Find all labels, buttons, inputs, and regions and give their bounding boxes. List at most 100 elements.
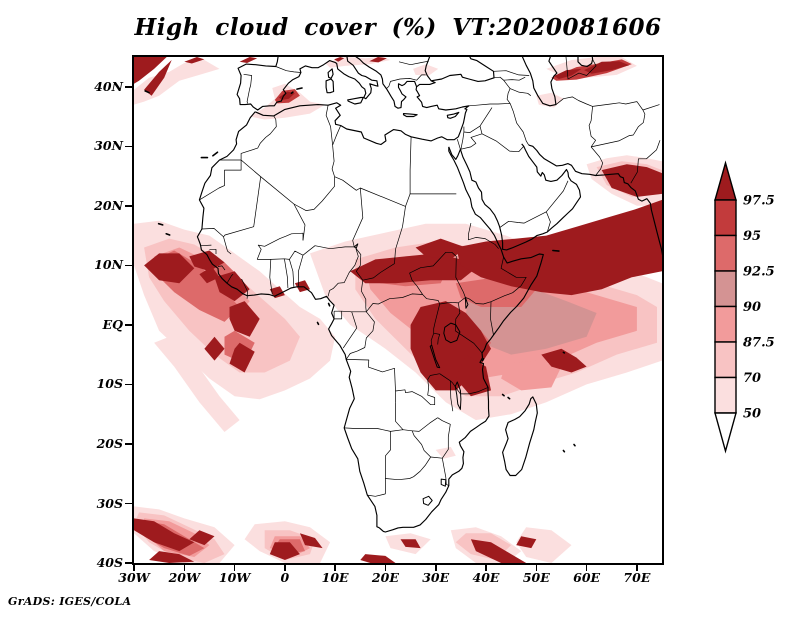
country-border xyxy=(468,223,499,249)
coastline xyxy=(577,57,594,68)
country-border xyxy=(256,232,304,260)
lon-tick-label: 10W xyxy=(218,570,251,585)
country-border xyxy=(275,66,301,73)
colorbar-band xyxy=(714,199,737,237)
coastline xyxy=(196,111,544,533)
country-border xyxy=(395,373,440,406)
lake-outline xyxy=(422,495,433,506)
lat-tick-label: 20S xyxy=(96,435,123,451)
island-outline xyxy=(327,68,334,79)
country-border xyxy=(454,302,461,331)
lon-tick-mark xyxy=(334,565,336,571)
country-border xyxy=(455,330,483,354)
country-border xyxy=(293,203,306,241)
small-island-mark xyxy=(212,151,219,157)
country-border xyxy=(333,311,343,320)
colorbar-tick-label: 50 xyxy=(743,407,761,422)
cloud-region-level-7 xyxy=(601,164,662,197)
coastline xyxy=(459,143,582,251)
country-border xyxy=(360,280,367,312)
country-border xyxy=(342,311,358,349)
country-border xyxy=(386,74,426,89)
small-island-mark xyxy=(290,91,294,95)
colorbar-tick-label: 92.5 xyxy=(743,265,775,280)
coastline xyxy=(424,57,432,82)
lake-outline xyxy=(429,344,441,369)
cloud-region-level-7 xyxy=(334,57,345,62)
country-border xyxy=(223,236,232,255)
cloud-region-level-7 xyxy=(350,253,476,284)
small-island-mark xyxy=(327,302,331,307)
cloud-region-level-7 xyxy=(269,286,285,299)
lon-tick-label: 40E xyxy=(472,570,500,585)
lon-tick-mark xyxy=(233,565,236,571)
country-border xyxy=(503,76,526,81)
country-border xyxy=(355,247,364,281)
country-border xyxy=(465,297,492,305)
cloud-region-level-7 xyxy=(415,238,466,260)
country-border xyxy=(405,193,411,207)
country-border xyxy=(344,427,413,432)
country-border xyxy=(463,107,493,133)
country-border xyxy=(352,187,364,247)
cloud-region-level-7 xyxy=(369,57,387,63)
lat-tick-mark xyxy=(125,502,132,505)
lat-tick-mark xyxy=(125,145,132,147)
country-border xyxy=(334,176,406,207)
lat-tick-mark xyxy=(125,264,132,267)
colorbar-bottom-arrow xyxy=(714,412,737,454)
lon-tick-mark xyxy=(636,565,638,571)
small-island-mark xyxy=(562,449,566,453)
cloud-region-level-7 xyxy=(214,271,250,302)
lon-tick-mark xyxy=(133,565,135,571)
cloud-region-level-1 xyxy=(516,527,572,563)
map-frame xyxy=(132,55,664,565)
lake-outline xyxy=(440,478,447,487)
country-border xyxy=(241,278,248,299)
country-border xyxy=(398,60,429,66)
plot-title: High cloud cover (%) VT:2020081606 xyxy=(134,14,662,41)
colorbar-legend: 97.5 95 92.5 90 87.5 70 50 xyxy=(714,160,775,454)
country-border xyxy=(509,88,532,96)
grads-credit: GrADS: IGES/COLA xyxy=(8,595,132,608)
small-island-mark xyxy=(507,396,511,400)
country-border xyxy=(433,332,441,345)
country-border xyxy=(327,247,359,297)
lon-tick-mark xyxy=(485,565,487,571)
country-border xyxy=(439,373,461,395)
country-border xyxy=(590,146,604,176)
cloud-region-level-7 xyxy=(189,530,215,546)
country-border xyxy=(325,105,333,146)
cloud-region-level-7 xyxy=(455,199,662,296)
country-border xyxy=(331,145,335,177)
island-outline xyxy=(446,111,460,119)
country-border xyxy=(490,301,494,336)
country-border xyxy=(362,263,395,281)
country-border xyxy=(481,133,524,153)
cloud-region-level-7 xyxy=(584,61,630,74)
lat-tick-label: 20N xyxy=(94,197,123,213)
cloud-region-level-1 xyxy=(134,60,220,105)
lon-tick-label: 30E xyxy=(422,570,450,585)
country-border xyxy=(200,244,212,247)
island-outline xyxy=(502,396,538,477)
cloud-region-level-7 xyxy=(455,354,491,397)
country-border xyxy=(293,176,335,211)
colorbar-tick-label: 95 xyxy=(743,229,761,244)
country-border xyxy=(243,73,253,104)
lat-tick-label: 10S xyxy=(96,376,123,392)
small-island-mark xyxy=(562,351,566,354)
small-island-mark xyxy=(481,358,485,362)
map-canvas xyxy=(134,57,662,563)
island-outline xyxy=(347,96,364,105)
small-island-mark xyxy=(501,393,505,397)
country-border xyxy=(226,274,234,284)
lake-outline xyxy=(353,243,359,249)
lat-tick-label: 30S xyxy=(96,495,123,511)
country-border xyxy=(499,180,569,228)
colorbar-tick-label: 97.5 xyxy=(743,194,775,209)
coastline xyxy=(448,146,461,160)
cloud-region-level-7 xyxy=(470,539,527,563)
lon-tick-label: 30W xyxy=(118,570,150,585)
country-border xyxy=(437,417,451,459)
